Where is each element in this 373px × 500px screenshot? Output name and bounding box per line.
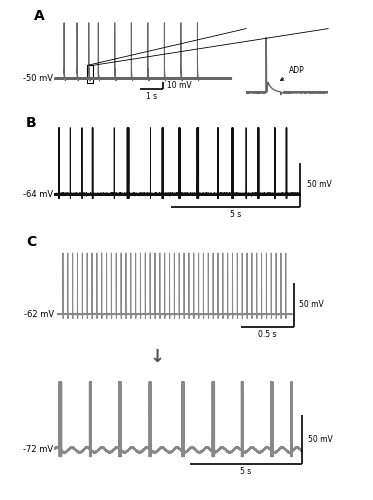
Text: -62 mV: -62 mV bbox=[24, 310, 54, 319]
Text: 50 mV: 50 mV bbox=[307, 180, 332, 189]
Bar bbox=[87, 66, 93, 83]
Text: ↓: ↓ bbox=[149, 348, 164, 366]
Text: 50 mV: 50 mV bbox=[300, 300, 324, 309]
Text: 0.5 s: 0.5 s bbox=[258, 330, 277, 339]
Text: A: A bbox=[34, 9, 44, 23]
Text: 5 s: 5 s bbox=[230, 210, 241, 219]
Text: 1 s: 1 s bbox=[146, 92, 157, 101]
Text: 5 s: 5 s bbox=[240, 468, 251, 476]
Text: 10 mV: 10 mV bbox=[167, 81, 191, 90]
Text: C: C bbox=[26, 236, 36, 250]
Text: B: B bbox=[26, 116, 37, 130]
Text: ADP: ADP bbox=[280, 66, 304, 80]
Text: -72 mV: -72 mV bbox=[22, 446, 53, 454]
Text: -50 mV: -50 mV bbox=[23, 74, 53, 83]
Text: 50 mV: 50 mV bbox=[308, 434, 332, 444]
Text: -64 mV: -64 mV bbox=[23, 190, 53, 198]
